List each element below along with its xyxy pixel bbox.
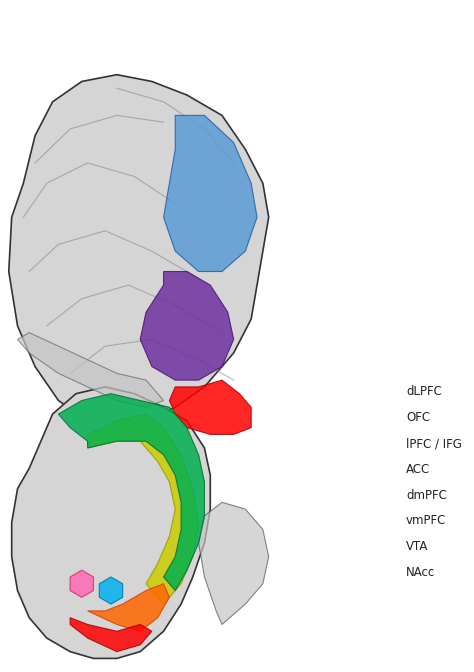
Polygon shape	[18, 333, 164, 407]
Bar	[368, 487, 400, 504]
Bar	[368, 512, 400, 530]
Bar	[368, 460, 400, 478]
Polygon shape	[70, 618, 152, 652]
Polygon shape	[169, 380, 251, 434]
Bar	[368, 383, 400, 401]
Text: VTA: VTA	[406, 540, 428, 553]
Text: dmPFC: dmPFC	[406, 489, 447, 502]
Text: ACC: ACC	[406, 463, 430, 476]
Bar	[368, 538, 400, 556]
Polygon shape	[88, 584, 169, 631]
Polygon shape	[12, 387, 210, 659]
Text: NAcc: NAcc	[406, 566, 435, 579]
Polygon shape	[199, 502, 269, 624]
Text: dLPFC: dLPFC	[406, 386, 442, 398]
Polygon shape	[70, 570, 93, 597]
Bar	[368, 564, 400, 581]
Text: vmPFC: vmPFC	[406, 515, 447, 528]
Polygon shape	[9, 75, 269, 427]
Bar	[368, 409, 400, 427]
Polygon shape	[100, 577, 123, 604]
Text: OFC: OFC	[406, 411, 430, 424]
Polygon shape	[140, 271, 234, 380]
Polygon shape	[88, 414, 199, 604]
Polygon shape	[58, 394, 204, 591]
Polygon shape	[164, 116, 257, 271]
Text: lPFC / IFG: lPFC / IFG	[406, 437, 462, 450]
Bar	[368, 435, 400, 452]
